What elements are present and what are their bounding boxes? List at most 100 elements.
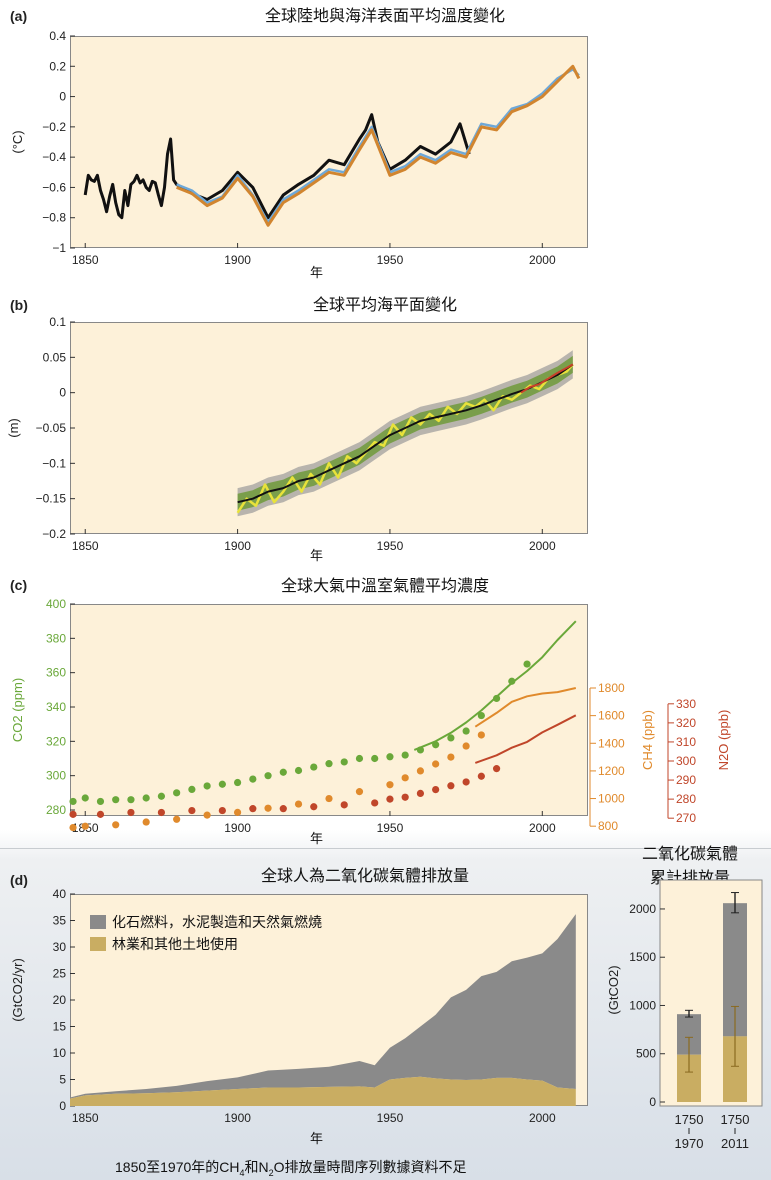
panel-a-ytick-label-4: −0.4 bbox=[42, 150, 66, 164]
panel-a-ytick-label-0: 0.4 bbox=[49, 29, 66, 43]
footnote-pre: 1850至1970年的CH bbox=[115, 1159, 240, 1175]
panel-b-title: 全球平均海平面變化 bbox=[312, 295, 457, 314]
section-divider bbox=[0, 848, 771, 849]
footnote-sub1: 4 bbox=[239, 1167, 245, 1178]
panel-c-ch4-point bbox=[264, 804, 272, 812]
panel-c-xtick-label-1950: 1950 bbox=[377, 821, 404, 835]
legend-fossil-swatch bbox=[90, 915, 106, 929]
panel-b-chart: 0.1 0.05 0 −0.05 −0.1 −0.15 −0.2 1850 1900 1950 20… bbox=[6, 315, 574, 553]
panel-c-co2-point bbox=[310, 763, 318, 771]
panel-d-xtick-label-2000: 2000 bbox=[529, 1111, 556, 1125]
panel-a-title: 全球陸地與海洋表面平均溫度變化 bbox=[264, 6, 505, 25]
panel-c-n2o-tick-label-5: 320 bbox=[676, 716, 696, 730]
panel-b-xtick-label-1950: 1950 bbox=[377, 539, 404, 553]
panel-d-title: 全球人為二氧化碳氣體排放量 bbox=[260, 866, 469, 885]
panel-c-ch4-point bbox=[112, 821, 120, 829]
panel-c-co2-point bbox=[294, 766, 303, 775]
panel-b-xtick-label-2000: 2000 bbox=[529, 539, 556, 553]
panel-c-co2-point bbox=[371, 754, 379, 763]
panel-d-ytick-label-8: 40 bbox=[53, 887, 67, 901]
panel-c-n2o-point bbox=[69, 810, 77, 818]
panel-d-ytick-label-2: 10 bbox=[53, 1046, 67, 1060]
panel-d-area-land bbox=[70, 1076, 576, 1106]
panel-d-xtick-label-1900: 1900 bbox=[224, 1111, 251, 1125]
panel-b-letter: (b) bbox=[10, 297, 28, 313]
panel-c-ch4-point bbox=[142, 818, 150, 826]
panel-b-ytick-label-3: −0.05 bbox=[36, 421, 67, 435]
panel-b-xlabel: 年 bbox=[310, 549, 324, 564]
panel-b-ytick-label-2: 0 bbox=[59, 386, 66, 400]
panel-c-n2o-line bbox=[474, 714, 577, 764]
panel-a-ytick-label-6: −0.8 bbox=[42, 211, 66, 225]
panel-c-n2o-point bbox=[218, 806, 226, 815]
panel-c-co2-ytick-label-5: 380 bbox=[46, 631, 66, 645]
panel-d-ytick-label-3: 15 bbox=[53, 1020, 67, 1034]
panel-c-co2-point bbox=[142, 794, 150, 802]
panel-d-ytick-label-0: 0 bbox=[59, 1099, 66, 1113]
panel-c-xtick-label-1900: 1900 bbox=[224, 821, 251, 835]
panel-d-ytick-label-1: 5 bbox=[59, 1073, 66, 1087]
panel-c-ch4-tick-label-1: 1000 bbox=[598, 792, 625, 806]
panel-b-ytick-label-5: −0.15 bbox=[36, 492, 67, 506]
panel-c-ch4-tick-label-5: 1800 bbox=[598, 681, 625, 695]
panel-a-series-black bbox=[83, 113, 471, 220]
panel-c-n2o-point bbox=[447, 782, 455, 790]
panel-c-xtick-label-2000: 2000 bbox=[529, 821, 556, 835]
panel-d-bar-ytick-label-1: 500 bbox=[636, 1047, 656, 1061]
panel-d-ytick-label-4: 20 bbox=[53, 993, 67, 1007]
panel-c-co2-point bbox=[69, 797, 77, 806]
panel-c-co2-ytick-label-3: 340 bbox=[46, 700, 66, 714]
legend-fossil-label: 化石燃料，水泥製造和天然氣燃燒 bbox=[112, 915, 322, 931]
panel-d-bar-cat-top-0: 1750 bbox=[675, 1112, 704, 1127]
panel-c-ch4-point bbox=[294, 800, 303, 808]
panel-c-co2-point bbox=[279, 768, 287, 776]
panel-d-right-title-1: 二氧化碳氣體 bbox=[641, 844, 738, 863]
panel-d-bar-cat-bottom-0: 1970 bbox=[675, 1136, 704, 1151]
panel-d-area-fossil bbox=[70, 914, 576, 1099]
panel-c-co2-point bbox=[157, 792, 166, 800]
panel-b-xtick-label-1850: 1850 bbox=[72, 539, 99, 553]
panel-d-ylabel: (GtCO2/yr) bbox=[10, 958, 25, 1022]
panel-b-series-black bbox=[237, 363, 574, 504]
panel-c-ch4-point bbox=[462, 742, 470, 750]
panel-a-letter: (a) bbox=[10, 8, 28, 24]
panel-c-ylabel-n2o: N2O (ppb) bbox=[716, 710, 731, 771]
panel-d-bar-ytick-label-3: 1500 bbox=[629, 950, 656, 964]
panel-c-n2o-point bbox=[249, 805, 257, 813]
panel-b-series-red bbox=[520, 363, 574, 394]
panel-c-ch4-tick-label-2: 1200 bbox=[598, 764, 625, 778]
panel-c-ch4-point bbox=[203, 811, 211, 819]
panel-c-co2-point bbox=[264, 772, 272, 780]
panel-b-ytick-label-6: −0.2 bbox=[42, 527, 66, 541]
panel-a-ytick-label-1: 0.2 bbox=[49, 59, 66, 73]
panel-b-xtick-label-1900: 1900 bbox=[224, 539, 251, 553]
panel-c-co2-point bbox=[233, 778, 242, 787]
panel-c-ch4-tick-label-0: 800 bbox=[598, 819, 618, 833]
panel-c-co2-point bbox=[508, 677, 516, 685]
panel-c-n2o-point bbox=[416, 789, 425, 798]
panel-c-ylabel-ch4: CH4 (ppb) bbox=[640, 710, 655, 770]
panel-a-xtick-label-1950: 1950 bbox=[377, 253, 404, 267]
panel-c-ch4-point bbox=[233, 808, 242, 816]
panel-c-ch4-point bbox=[81, 822, 89, 830]
legend-land-label: 林業和其他土地使用 bbox=[112, 937, 238, 953]
panel-d-bar-ytick-label-0: 0 bbox=[649, 1095, 656, 1109]
panel-c-co2-ytick-label-4: 360 bbox=[46, 666, 66, 680]
panel-c-co2-point bbox=[401, 751, 409, 759]
panel-c-co2-ytick-label-2: 320 bbox=[46, 734, 66, 748]
panel-b-plot bbox=[70, 322, 588, 534]
panel-c-ch4-point bbox=[69, 823, 77, 832]
panel-b-ytick-label-4: −0.1 bbox=[42, 456, 66, 470]
panel-c-n2o-point bbox=[188, 806, 196, 815]
panel-d-ytick-label-5: 25 bbox=[53, 967, 67, 981]
panel-d-bar-ytick-label-4: 2000 bbox=[629, 902, 656, 916]
panel-c-co2-ytick-label-6: 400 bbox=[46, 597, 66, 611]
panel-c-co2-point bbox=[249, 775, 257, 783]
panel-c-n2o-tick-label-0: 270 bbox=[676, 811, 696, 825]
panel-c-co2-point bbox=[477, 711, 485, 720]
legend-land: 林業和其他土地使用 bbox=[90, 934, 238, 954]
legend-land-swatch bbox=[90, 937, 106, 951]
panel-c-xlabel: 年 bbox=[310, 832, 324, 847]
footnote-sub2: 2 bbox=[268, 1167, 274, 1178]
